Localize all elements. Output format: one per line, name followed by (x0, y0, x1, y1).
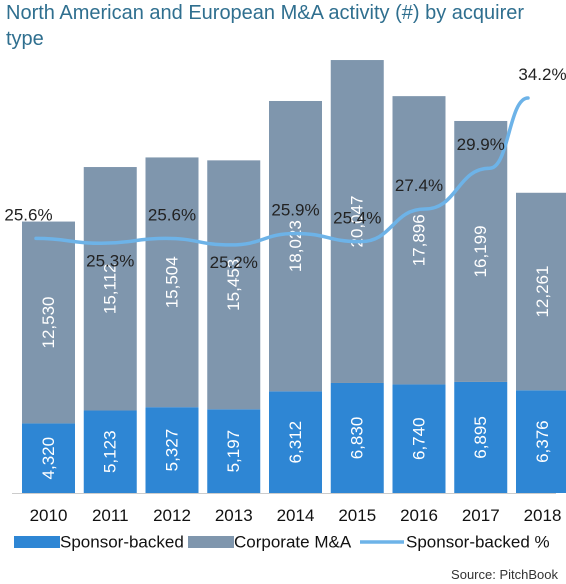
label-sponsor-2012: 5,327 (163, 429, 182, 472)
label-sponsor-2013: 5,197 (224, 430, 243, 473)
label-sponsor-2018: 6,376 (533, 420, 552, 463)
pct-label-2018: 34.2% (518, 65, 566, 84)
series-line-sponsor-pct (34, 96, 530, 247)
tick-label-2010: 2010 (30, 506, 68, 525)
bars-layer: 4,320 12,530 5,123 15,112 5,327 15,504 5,197 15… (22, 60, 566, 493)
tick-label-2015: 2015 (338, 506, 376, 525)
legend-label-line: Sponsor-backed % (406, 533, 550, 552)
label-corporate-2013: 15,453 (224, 259, 243, 311)
tick-label-2018: 2018 (524, 506, 562, 525)
pct-label-2015: 25.4% (333, 209, 381, 228)
bar-corporate-2011 (83, 167, 137, 411)
bar-sponsor-2013 (207, 409, 261, 493)
legend-label-corporate: Corporate M&A (234, 533, 352, 552)
bar-sponsor-2017 (454, 381, 508, 493)
label-corporate-2015: 20,047 (348, 196, 367, 248)
pct-label-2013: 25.2% (210, 253, 258, 272)
bar-sponsor-2015 (330, 382, 384, 493)
legend-label-sponsor: Sponsor-backed (60, 533, 184, 552)
tick-label-2017: 2017 (462, 506, 500, 525)
tick-label-2011: 2011 (92, 506, 129, 525)
bar-sponsor-2011 (83, 410, 137, 493)
x-axis: 2010 2011 2012 2013 2014 2015 2016 2017 2018 (12, 493, 562, 525)
label-sponsor-2010: 4,320 (39, 437, 58, 480)
bar-sponsor-2016 (392, 384, 446, 493)
pct-label-2012: 25.6% (148, 205, 196, 224)
chart-title: North American and European M&A activity… (6, 2, 525, 50)
legend-swatch-sponsor (14, 536, 60, 548)
label-corporate-2014: 18,023 (286, 220, 305, 272)
label-corporate-2012: 15,504 (163, 256, 182, 308)
label-sponsor-2011: 5,123 (101, 430, 120, 473)
bar-sponsor-2012 (145, 407, 199, 493)
pct-label-2011: 25.3% (86, 251, 134, 270)
label-corporate-2017: 16,199 (471, 225, 490, 277)
bar-corporate-2018 (516, 192, 566, 391)
bar-corporate-2015 (330, 60, 384, 383)
bar-corporate-2012 (145, 157, 199, 408)
source-note: Source: PitchBook (451, 567, 558, 582)
tick-label-2013: 2013 (215, 506, 253, 525)
label-corporate-2018: 12,261 (533, 266, 552, 318)
tick-label-2012: 2012 (153, 506, 191, 525)
bar-sponsor-2018 (516, 390, 566, 493)
legend-swatch-corporate (188, 536, 234, 548)
bar-corporate-2014 (269, 100, 322, 392)
label-sponsor-2015: 6,830 (348, 417, 367, 460)
line-layer: 25.6% 25.3% 25.6% 25.2% 25.9% 25.4% 27.4% 29.9%… (4, 65, 566, 272)
tick-label-2014: 2014 (277, 506, 315, 525)
label-sponsor-2016: 6,740 (410, 417, 429, 460)
pct-label-2016: 27.4% (395, 176, 443, 195)
pct-label-2010: 25.6% (4, 205, 52, 224)
pct-label-2014: 25.9% (271, 201, 319, 220)
bar-corporate-2013 (207, 160, 261, 410)
label-corporate-2011: 15,112 (101, 263, 120, 314)
bar-sponsor-2014 (269, 391, 322, 493)
label-corporate-2016: 17,896 (410, 214, 429, 266)
label-sponsor-2017: 6,895 (471, 416, 490, 459)
bar-corporate-2016 (392, 96, 446, 385)
pct-label-2017: 29.9% (457, 135, 505, 154)
bar-corporate-2010 (22, 221, 75, 424)
tick-label-2016: 2016 (400, 506, 438, 525)
bar-sponsor-2010 (22, 423, 75, 493)
label-corporate-2010: 12,530 (39, 296, 58, 348)
label-sponsor-2014: 6,312 (286, 421, 305, 464)
legend: Sponsor-backed Corporate M&A Sponsor-backe… (14, 533, 550, 552)
